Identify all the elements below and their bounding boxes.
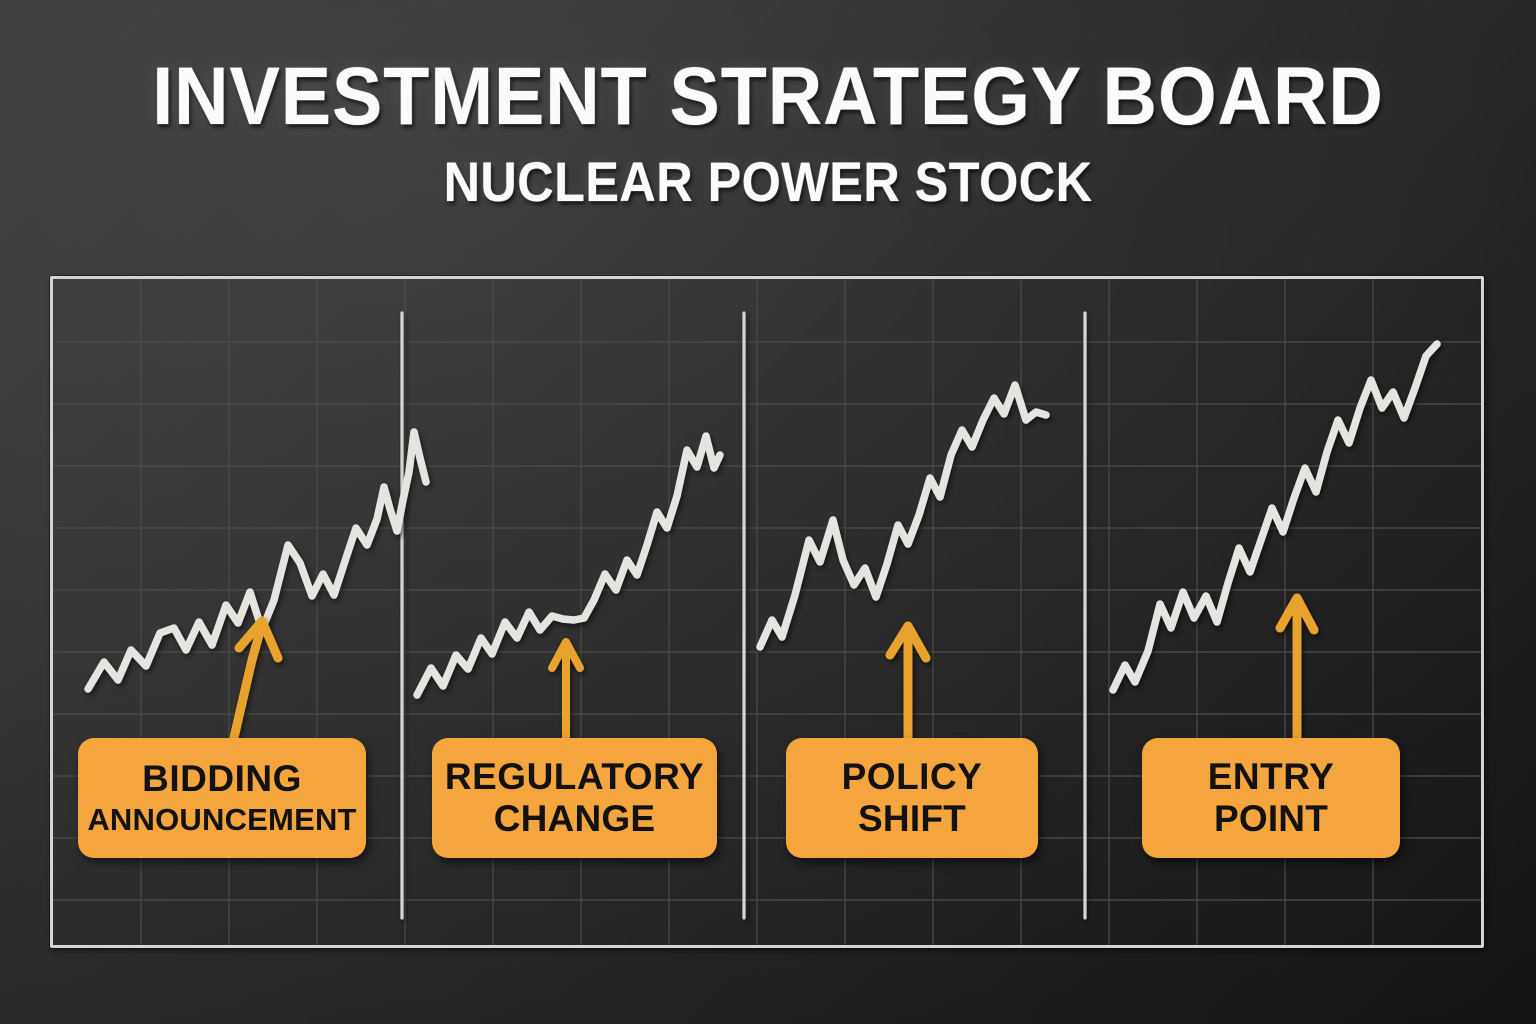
arrow-panel-1: [228, 616, 283, 747]
annotation-subtitle-policy: SHIFT: [858, 798, 966, 839]
annotation-card-policy[interactable]: POLICY SHIFT: [786, 738, 1038, 858]
header-block: INVESTMENT STRATEGY BOARD NUCLEAR POWER …: [0, 56, 1536, 210]
arrow-panel-3: [885, 621, 931, 747]
panel-dividers: [400, 311, 1087, 920]
chart-line-panel-1: [84, 428, 430, 693]
chart-line-panel-3: [756, 381, 1050, 651]
arrow-panel-2: [548, 638, 584, 746]
page-subtitle: NUCLEAR POWER STOCK: [443, 150, 1093, 213]
chart-line-panel-4: [1109, 340, 1441, 694]
annotation-title-bidding: BIDDING: [142, 758, 302, 800]
annotation-title-policy: POLICY: [841, 756, 983, 798]
chart-line-panel-2: [413, 432, 724, 699]
arrow-panel-4: [1275, 593, 1319, 747]
annotation-card-regulatory[interactable]: REGULATORY CHANGE: [432, 738, 717, 858]
annotation-subtitle-entry: POINT: [1213, 798, 1329, 839]
annotation-card-bidding[interactable]: BIDDING ANNOUNCEMENT: [78, 738, 366, 858]
annotation-title-entry: ENTRY: [1207, 756, 1335, 798]
annotation-subtitle-bidding: ANNOUNCEMENT: [87, 802, 357, 838]
annotation-subtitle-regulatory: CHANGE: [493, 798, 656, 839]
page-title: INVESTMENT STRATEGY BOARD: [152, 51, 1384, 142]
annotation-card-entry[interactable]: ENTRY POINT: [1142, 738, 1400, 858]
annotation-title-regulatory: REGULATORY: [444, 756, 705, 798]
board-frame: [50, 276, 1484, 948]
